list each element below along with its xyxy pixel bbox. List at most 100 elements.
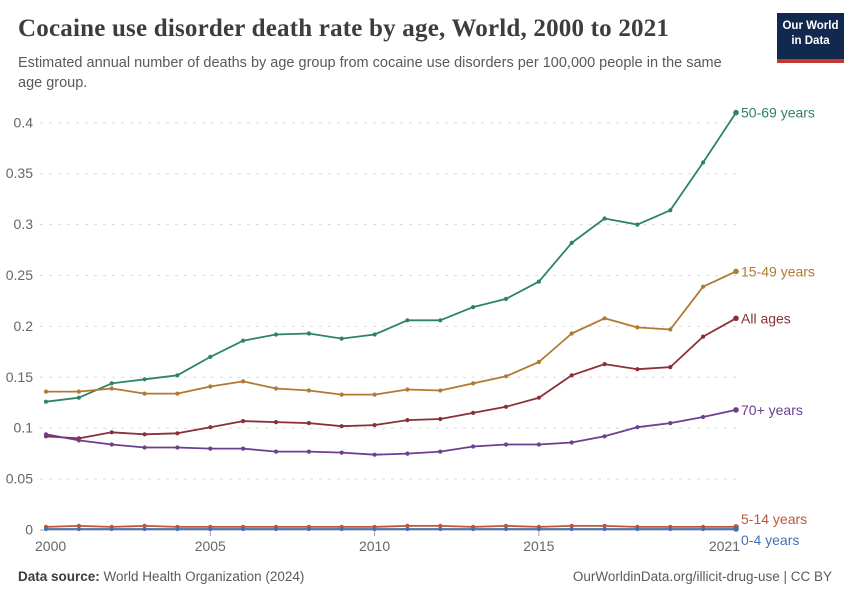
data-point [43,432,49,437]
data-point [635,367,640,372]
data-point [503,296,509,301]
series-5-14-years[interactable]: 5-14 years [43,511,807,530]
data-point [208,354,213,359]
y-tick-label: 0.3 [14,216,34,232]
data-point [109,442,114,447]
data-point [701,414,706,420]
data-point [43,389,49,394]
data-point [536,395,542,400]
series-label: 70+ years [741,402,803,418]
footer-link[interactable]: OurWorldinData.org/illicit-drug-use | CC… [572,569,832,584]
data-point [569,331,574,336]
y-tick-label: 0.4 [14,114,34,130]
data-point [372,332,377,337]
data-point [175,431,180,436]
data-point [438,318,443,323]
x-tick-label: 2005 [195,538,226,554]
data-point [76,523,81,529]
data-point [306,449,311,454]
data-point [602,216,607,221]
data-point [142,432,147,437]
data-point [536,279,542,284]
data-point [208,384,213,389]
data-point [175,526,180,532]
x-tick-label: 2021 [709,538,740,554]
x-tick-label: 2010 [359,538,390,554]
data-point [76,389,81,394]
series-label: 50-69 years [741,105,815,121]
series-70-years[interactable]: 70+ years [43,402,803,457]
owid-logo-line1: Our World [782,20,839,32]
series-0-4-years[interactable]: 0-4 years [43,526,799,548]
series-label: All ages [741,310,791,326]
data-point [635,526,640,532]
data-point [339,450,344,455]
y-tick-label: 0.35 [6,165,33,181]
data-point [208,425,213,430]
page-title: Cocaine use disorder death rate by age, … [18,15,670,42]
data-point [241,419,246,424]
data-point [339,392,344,397]
data-point [339,336,344,341]
data-point [668,526,673,532]
data-point [668,421,673,426]
data-point [43,526,49,532]
data-point [602,316,607,321]
data-point [668,327,673,332]
data-point [569,240,574,245]
data-point [602,434,607,439]
series-15-49-years[interactable]: 15-49 years [43,263,815,397]
data-point [76,526,81,532]
data-point [602,523,607,529]
data-point [701,284,706,289]
data-point [273,420,279,425]
line-path [45,525,737,528]
data-point [208,526,213,532]
owid-logo[interactable]: Our World in Data [777,13,844,63]
data-point [175,391,180,396]
data-point [405,318,410,323]
data-point [405,418,410,423]
data-point [701,334,706,339]
data-point [339,424,344,429]
y-tick-label: 0.25 [6,267,33,283]
data-point [733,315,739,322]
data-point [142,445,147,450]
data-point [273,386,279,391]
data-point [372,392,377,397]
data-point [241,338,246,343]
owid-logo-line2: in Data [791,34,830,47]
data-point [471,526,476,532]
y-tick-label: 0.15 [6,369,33,385]
data-point [273,449,279,454]
data-point [372,526,377,532]
data-point [536,359,542,365]
chart-subtitle: Estimated annual number of deaths by age… [18,55,722,92]
data-point [635,425,640,430]
line-path [45,111,737,403]
y-tick-label: 0 [25,522,33,538]
data-source: Data source: World Health Organization (… [18,569,304,584]
data-point [438,523,443,529]
data-point [536,526,542,532]
data-point [569,523,574,529]
data-point [733,109,739,116]
data-point [306,526,311,532]
data-point [405,387,410,392]
data-point [701,160,706,165]
data-point [405,523,410,529]
data-point [471,305,476,310]
data-point [569,373,574,378]
data-point [668,208,673,213]
data-point [536,442,542,447]
data-point [635,222,640,227]
data-point [569,440,574,445]
data-point [733,526,739,532]
series-50-69-years[interactable]: 50-69 years [43,105,815,404]
data-point [471,444,476,449]
data-point [241,526,246,532]
data-point [438,449,443,454]
data-point [503,526,509,532]
x-tick-label: 2015 [523,538,554,554]
